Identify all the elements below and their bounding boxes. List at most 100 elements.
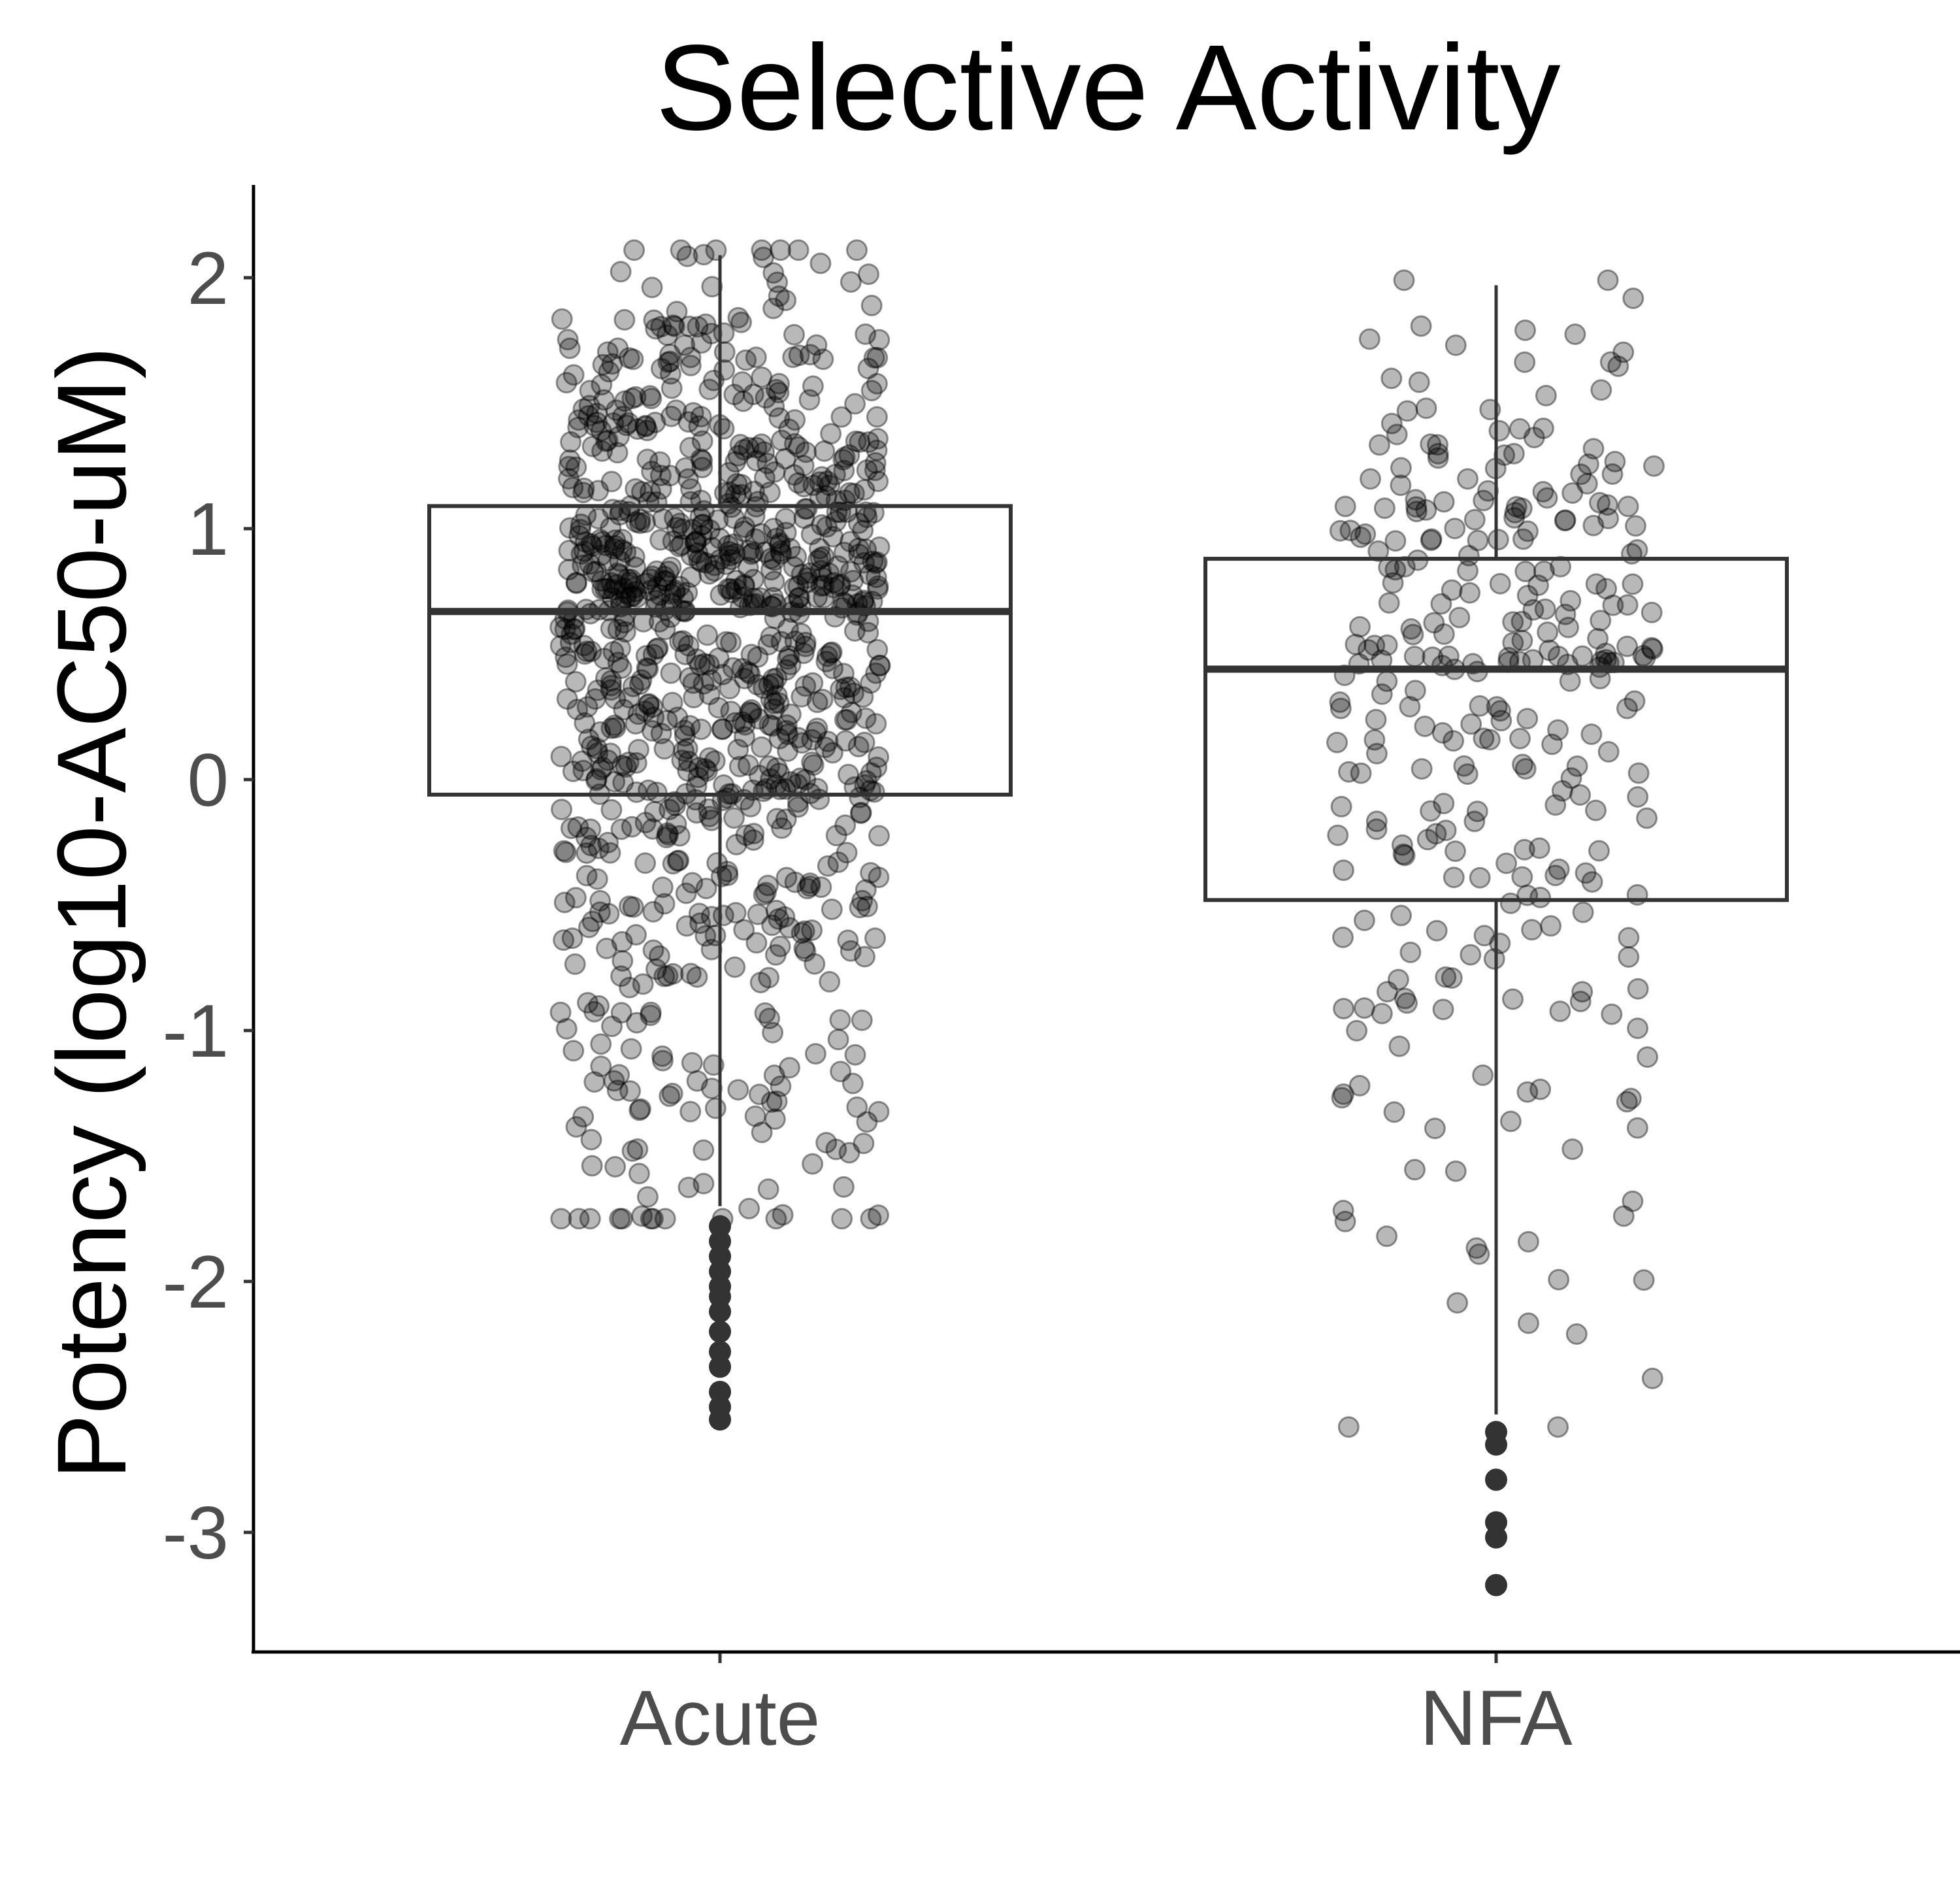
data-point — [742, 569, 764, 591]
data-point — [620, 569, 642, 591]
data-point — [865, 662, 887, 684]
data-point — [811, 466, 833, 488]
data-point — [618, 895, 640, 917]
data-point — [1420, 528, 1443, 550]
data-point — [796, 567, 818, 589]
data-point — [860, 862, 882, 884]
box-iqr — [1203, 557, 1789, 902]
data-point — [1585, 799, 1607, 821]
data-point — [768, 534, 791, 556]
data-point — [1364, 729, 1386, 751]
data-point — [1337, 1416, 1360, 1438]
data-point — [668, 825, 691, 847]
data-point — [591, 440, 613, 462]
data-point — [659, 350, 681, 372]
data-point — [733, 575, 755, 597]
data-point — [691, 525, 713, 547]
data-point — [799, 562, 821, 584]
data-point — [660, 662, 682, 684]
data-point — [1380, 367, 1403, 389]
data-point — [1641, 1367, 1663, 1389]
data-point — [668, 535, 691, 557]
data-point — [691, 551, 713, 573]
data-point — [709, 527, 731, 550]
data-point — [653, 738, 676, 760]
data-point — [643, 309, 665, 331]
data-point — [1514, 319, 1536, 341]
data-point — [755, 541, 776, 563]
data-point — [1570, 463, 1592, 486]
data-point — [1394, 844, 1416, 867]
data-point — [1394, 987, 1416, 1010]
data-point — [596, 429, 619, 452]
data-point — [1424, 1117, 1446, 1140]
data-point — [576, 696, 598, 718]
data-point — [596, 749, 619, 771]
data-point — [855, 707, 877, 729]
data-point — [742, 384, 764, 405]
data-point — [1353, 909, 1375, 931]
data-point — [851, 1009, 873, 1031]
data-point — [856, 895, 878, 917]
data-point — [845, 430, 867, 452]
data-point — [698, 684, 721, 706]
data-point — [720, 701, 742, 723]
data-point — [755, 387, 777, 409]
data-point — [653, 893, 676, 915]
data-point — [629, 1098, 651, 1120]
data-point — [700, 669, 723, 691]
data-point — [609, 1208, 631, 1230]
data-point — [559, 517, 581, 539]
data-point — [727, 444, 749, 467]
data-point — [589, 889, 612, 912]
data-point — [744, 1105, 766, 1127]
data-point — [1465, 1237, 1488, 1259]
data-point — [639, 481, 661, 503]
x-tick-label: NFA — [1420, 1674, 1572, 1762]
data-point — [855, 538, 877, 561]
data-point — [650, 478, 672, 500]
data-point — [738, 1198, 760, 1219]
data-point — [1536, 487, 1558, 509]
data-point — [1617, 495, 1639, 518]
data-point — [1509, 727, 1531, 750]
data-point — [1330, 697, 1352, 719]
data-point — [687, 316, 709, 338]
data-point — [1457, 560, 1478, 582]
data-point — [707, 509, 729, 531]
data-point — [1431, 722, 1454, 744]
data-point — [844, 1044, 866, 1066]
data-point — [598, 361, 620, 383]
data-point — [640, 1004, 662, 1027]
data-point — [704, 554, 726, 576]
data-point — [620, 1038, 642, 1060]
data-point — [651, 1045, 674, 1067]
data-point — [1460, 944, 1482, 966]
data-point — [641, 276, 663, 299]
data-point — [800, 523, 823, 546]
data-point — [1435, 966, 1457, 988]
data-point — [650, 357, 672, 380]
data-point — [654, 618, 676, 640]
data-point — [716, 861, 738, 883]
data-point — [778, 917, 800, 939]
data-point — [632, 973, 654, 995]
data-point — [868, 536, 890, 558]
data-point — [651, 1049, 674, 1072]
data-point — [644, 412, 666, 433]
data-point — [559, 449, 581, 471]
data-point — [572, 1106, 595, 1128]
data-point — [556, 653, 578, 675]
data-point — [757, 874, 779, 897]
data-point — [1469, 867, 1491, 889]
data-point — [565, 1116, 587, 1138]
data-point — [656, 324, 678, 346]
data-point — [613, 308, 636, 331]
data-point — [768, 763, 791, 784]
data-point — [763, 698, 785, 720]
y-tick-label: 2 — [188, 237, 229, 320]
data-point — [647, 637, 669, 659]
data-point — [590, 759, 612, 781]
data-point — [738, 701, 760, 723]
data-point — [768, 407, 791, 429]
